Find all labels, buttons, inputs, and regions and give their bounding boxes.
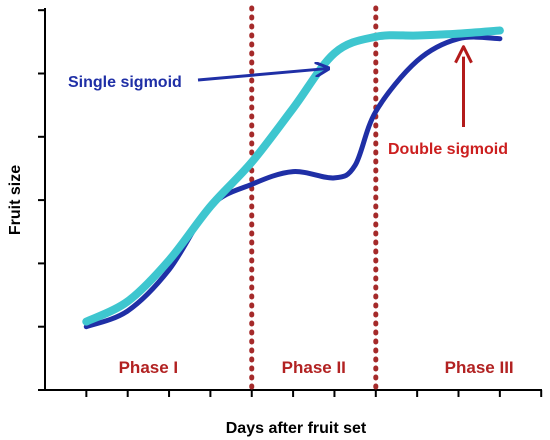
single-sigmoid-arrow: [197, 68, 328, 82]
series-line-double-sigmoid: [83, 34, 503, 330]
series-lines: [82, 26, 504, 330]
annotations: Single sigmoid Double sigmoid: [68, 45, 508, 158]
double-sigmoid-arrowhead: [454, 45, 473, 64]
single-sigmoid-annotation: Single sigmoid: [68, 74, 182, 91]
phase-boundaries: [249, 5, 379, 393]
series-line-single-sigmoid: [82, 26, 504, 326]
x-axis-label: Days after fruit set: [226, 420, 367, 437]
axes: [44, 8, 542, 391]
axis-ticks: [38, 9, 543, 397]
phase-label: Phase I: [119, 358, 179, 377]
y-axis-label: Fruit size: [7, 165, 24, 235]
double-sigmoid-annotation: Double sigmoid: [388, 141, 508, 158]
phase-label: Phase III: [445, 358, 514, 377]
phase-label: Phase II: [282, 358, 346, 377]
phase-labels: Phase I Phase II Phase III: [119, 358, 514, 377]
